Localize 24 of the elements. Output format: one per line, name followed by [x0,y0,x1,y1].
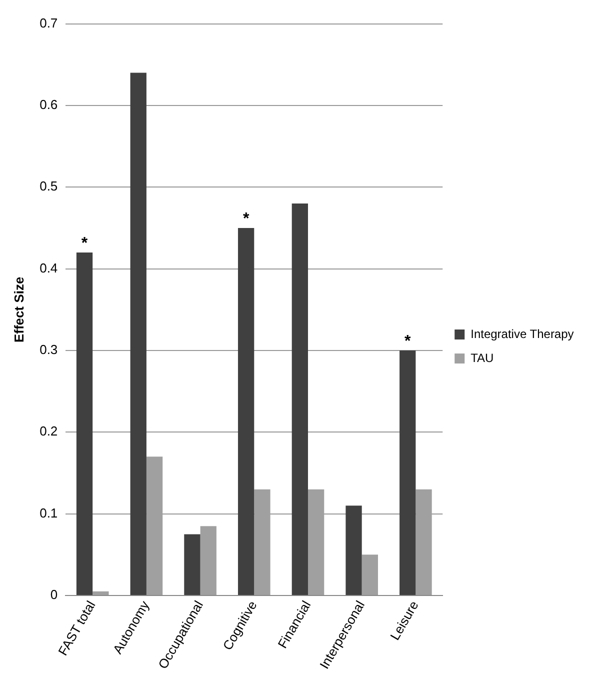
bar [130,72,146,595]
bar [184,534,200,595]
bar [76,252,93,595]
bar [292,203,308,595]
bar [238,228,254,595]
y-tick-label: 0.6 [40,97,58,112]
annotation: * [81,234,88,252]
bar [200,526,216,595]
y-tick-label: 0.3 [40,342,58,358]
y-tick-label: 0.2 [40,424,58,439]
y-tick-label: 0.1 [40,505,58,520]
annotation: * [404,332,412,350]
bar [362,554,378,595]
y-axis-title: Effect Size [11,276,26,343]
legend-label: TAU [470,350,494,365]
y-tick-label: 0.4 [40,260,58,276]
bar [346,506,362,595]
annotation: * [242,210,250,228]
y-tick-label: 0 [50,587,58,602]
bar [92,591,109,595]
legend-label: Integrative Therapy [470,326,574,341]
y-tick-label: 0.7 [40,15,58,30]
y-tick-label: 0.5 [40,178,58,194]
bar [400,350,416,595]
